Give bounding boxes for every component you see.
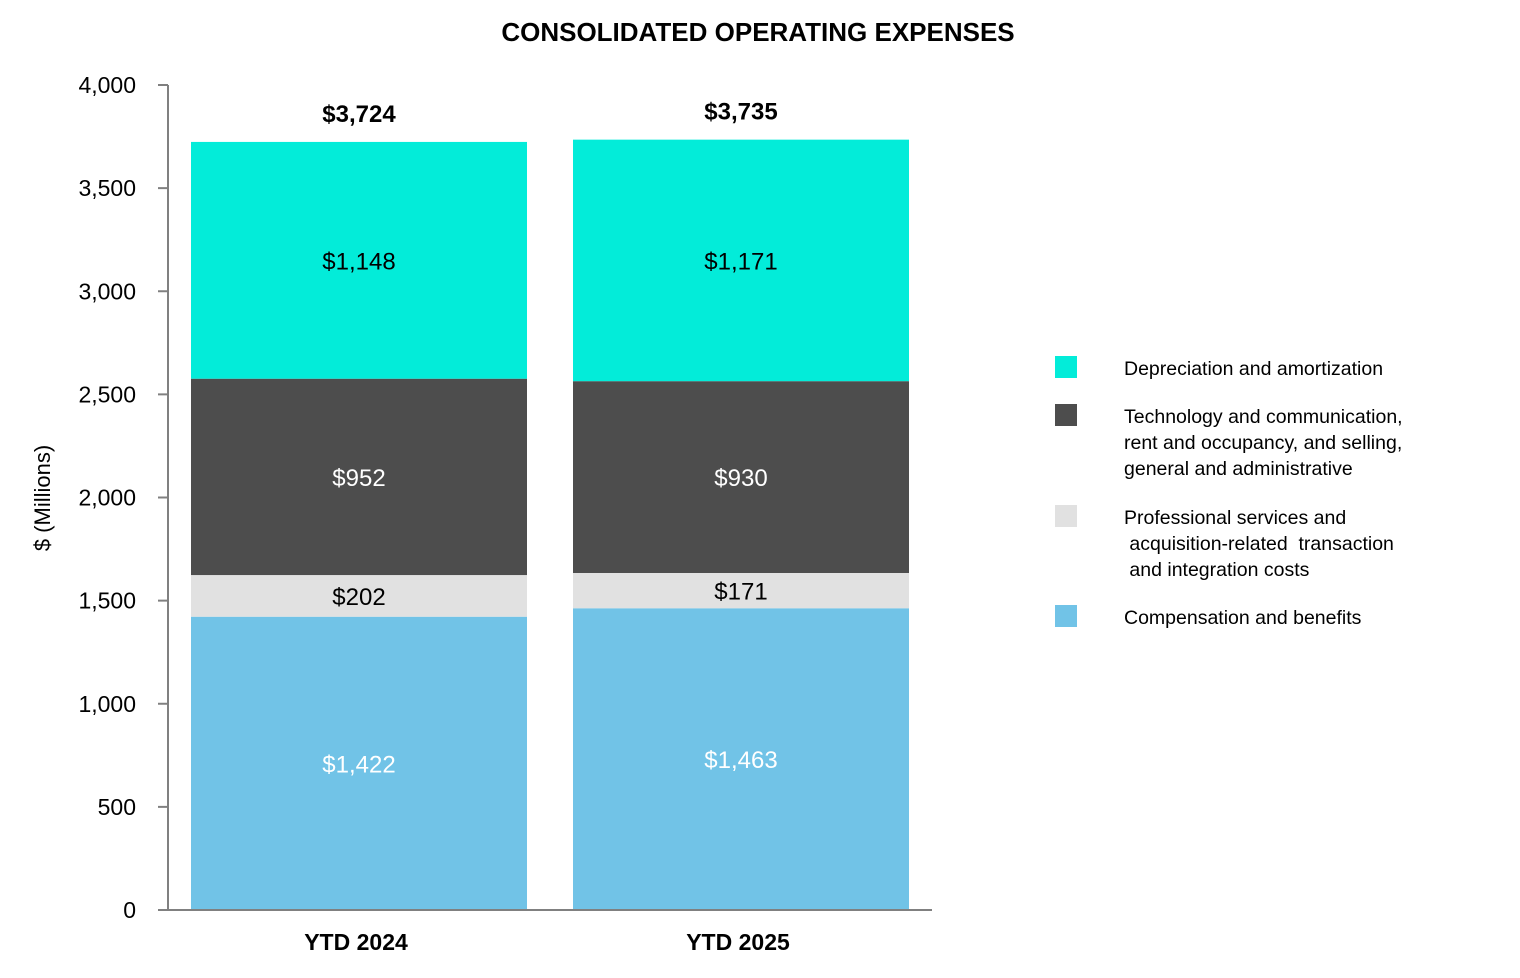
y-tick-label: 0 (123, 897, 136, 923)
bar-segment (191, 378, 527, 576)
legend-label: Professional services and (1124, 507, 1346, 529)
y-tick-label: 3,500 (78, 175, 136, 201)
bar-segment (573, 139, 909, 382)
x-tick-label: YTD 2025 (686, 929, 790, 955)
y-tick-label: 2,000 (78, 485, 136, 511)
bar-segment (191, 616, 527, 910)
y-tick-label: 500 (98, 794, 136, 820)
bar-segment (573, 381, 909, 573)
chart-title: CONSOLIDATED OPERATING EXPENSES (501, 17, 1014, 47)
y-tick-label: 3,000 (78, 278, 136, 304)
data-label: $1,463 (704, 747, 777, 774)
y-axis-label: $ (Millions) (30, 445, 55, 551)
legend-label: Depreciation and amortization (1124, 358, 1383, 380)
legend-label: Compensation and benefits (1124, 607, 1362, 629)
legend-swatch (1055, 505, 1077, 527)
legend-label: and integration costs (1124, 559, 1310, 581)
data-label: $930 (714, 465, 767, 492)
data-label: $1,148 (322, 248, 395, 275)
data-label: $1,171 (704, 248, 777, 275)
total-label: $3,724 (322, 101, 396, 128)
y-tick-label: 1,500 (78, 588, 136, 614)
legend-label: Technology and communication, (1124, 406, 1403, 428)
data-label: $952 (332, 465, 385, 492)
data-label: $202 (332, 584, 385, 611)
bar-segment (573, 608, 909, 910)
legend-swatch (1055, 605, 1077, 627)
y-tick-label: 4,000 (78, 72, 136, 98)
total-label: $3,735 (704, 99, 777, 126)
x-tick-label: YTD 2024 (304, 929, 408, 955)
data-label: $1,422 (322, 751, 395, 778)
legend-label: general and administrative (1124, 458, 1353, 480)
legend-label: rent and occupancy, and selling, (1124, 432, 1402, 454)
legend-label: acquisition-related transaction (1124, 533, 1394, 555)
bar-segment (573, 572, 909, 609)
legend-swatch (1055, 404, 1077, 426)
bar-segment (191, 575, 527, 617)
data-label: $171 (714, 579, 767, 606)
bar-segment (191, 141, 527, 379)
y-tick-label: 2,500 (78, 381, 136, 407)
legend-swatch (1055, 356, 1077, 378)
y-tick-label: 1,000 (78, 691, 136, 717)
